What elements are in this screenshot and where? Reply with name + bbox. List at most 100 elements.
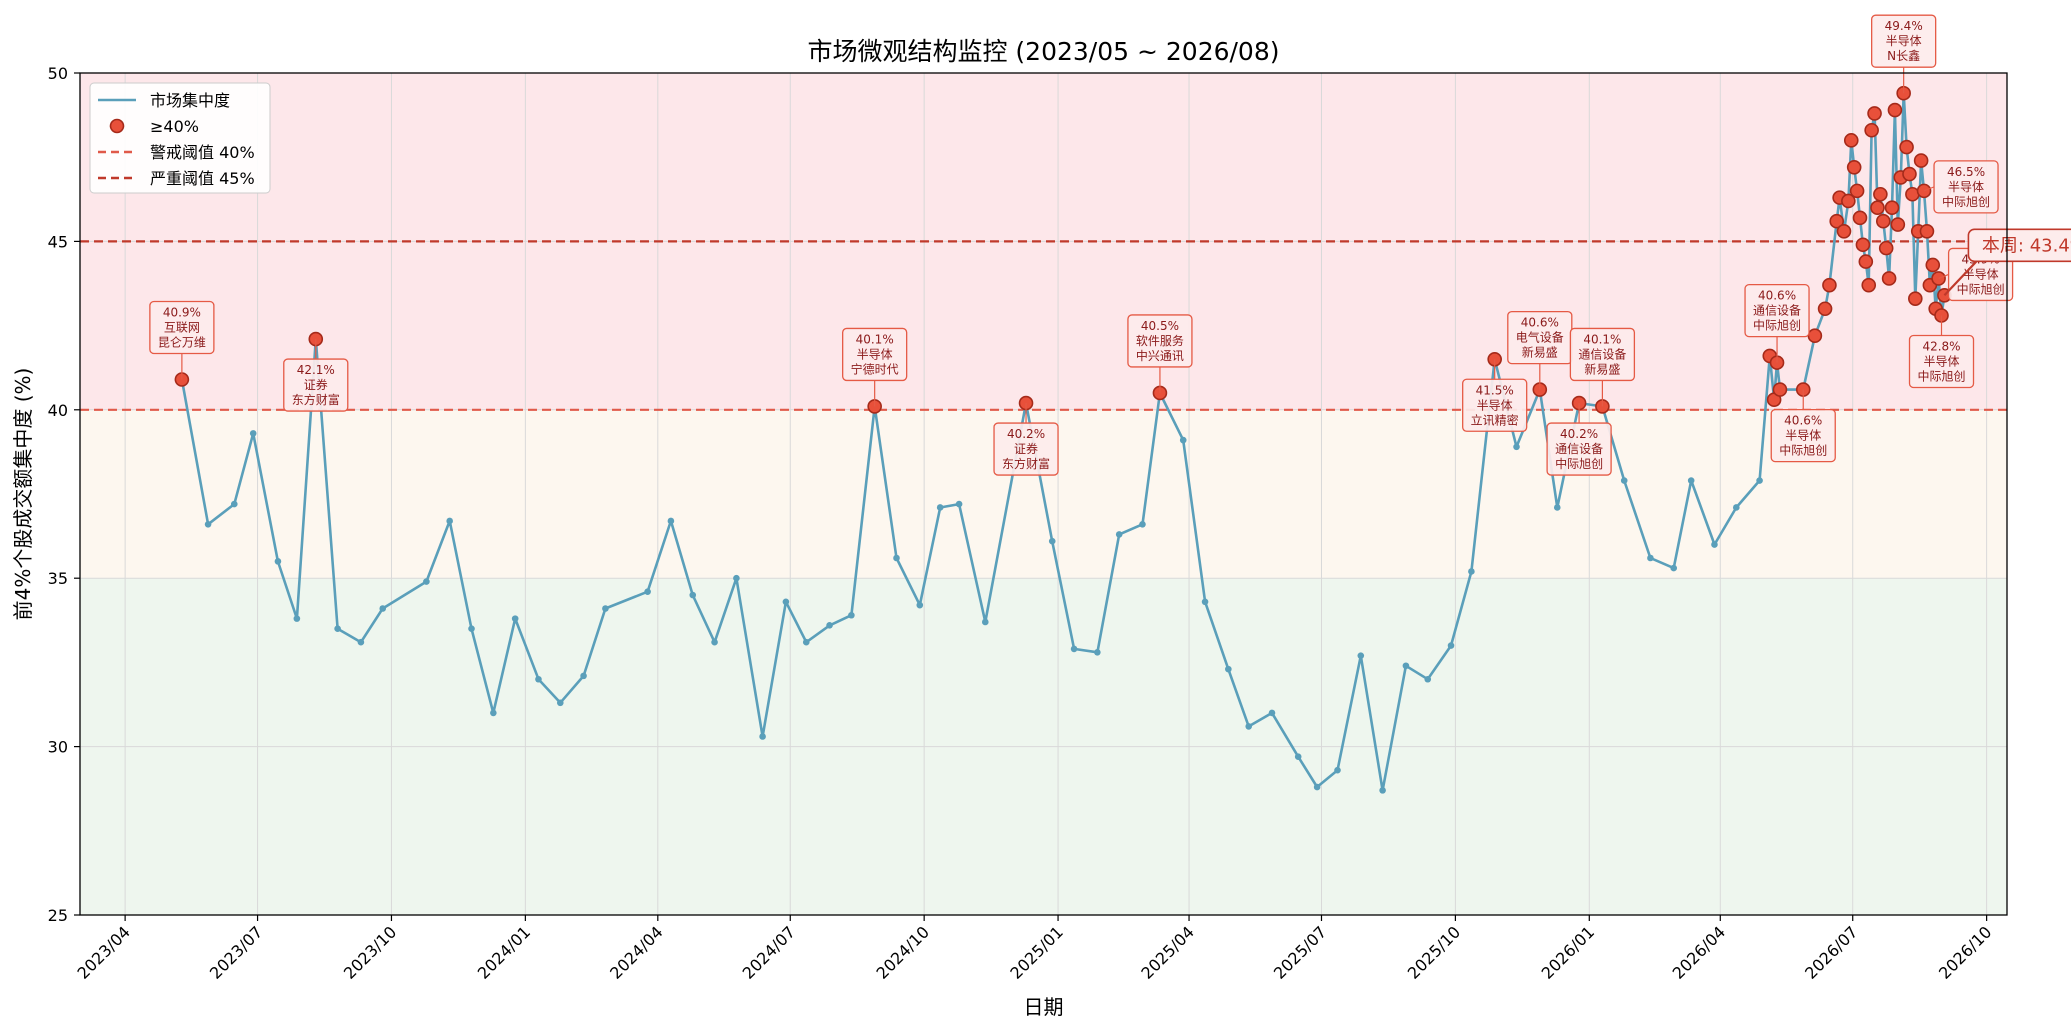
point-high-93 bbox=[1878, 240, 1894, 256]
legend-frame bbox=[89, 82, 271, 194]
annotation-text-10-0: 40.6% bbox=[1784, 414, 1822, 428]
annotation-text-14-2: 中际旭创 bbox=[1942, 194, 1990, 209]
point-52 bbox=[1402, 662, 1410, 670]
point-65 bbox=[1687, 477, 1695, 484]
current-box bbox=[1967, 228, 2071, 263]
point-high-81 bbox=[1843, 133, 1859, 148]
x-axis: 2023/04 2023/07 2023/10 2024/01 2024/04 2024/… bbox=[74, 915, 1995, 983]
annotation-box-13 bbox=[1908, 334, 1975, 389]
point-23 bbox=[733, 574, 740, 582]
x-tick-label-12: 2026/04 bbox=[1669, 922, 1729, 982]
point-40 bbox=[1139, 521, 1146, 528]
annotation-text-9-0: 40.6% bbox=[1758, 289, 1796, 303]
y-tick-label-1: 30 bbox=[48, 738, 68, 757]
point-high-96 bbox=[1887, 102, 1903, 118]
current-week-callout: 本周: 43.4% bbox=[1943, 228, 2071, 297]
plot-frame bbox=[79, 72, 2008, 916]
point-57 bbox=[1513, 443, 1520, 451]
point-28 bbox=[848, 611, 855, 619]
x-tick-label-14: 2026/10 bbox=[1935, 922, 1995, 982]
point-33 bbox=[955, 500, 963, 508]
point-15 bbox=[535, 675, 542, 683]
point-21 bbox=[689, 591, 697, 599]
legend: 市场集中度 ≥40% 警戒阈值 40% 严重阈值 45% bbox=[89, 82, 271, 194]
point-59 bbox=[1553, 504, 1561, 511]
annotation-text-9-1: 通信设备 bbox=[1753, 304, 1801, 318]
annotation-text-2-2: 宁德时代 bbox=[851, 361, 899, 376]
point-4 bbox=[274, 558, 282, 565]
annotation-text-3-2: 东方财富 bbox=[1002, 456, 1050, 471]
grid-lines bbox=[80, 72, 2007, 916]
annotation-box-4 bbox=[1127, 314, 1193, 368]
point-high-80 bbox=[1841, 193, 1856, 209]
point-27 bbox=[826, 622, 833, 629]
point-high-77 bbox=[1829, 213, 1845, 229]
point-43 bbox=[1201, 598, 1209, 606]
annotation-text-3-0: 40.2% bbox=[1007, 427, 1045, 441]
point-1 bbox=[204, 521, 212, 528]
point-26 bbox=[802, 638, 810, 646]
point-31 bbox=[916, 601, 924, 609]
point-34 bbox=[981, 618, 989, 626]
point-19 bbox=[644, 588, 651, 595]
current-label: 本周: 43.4% bbox=[1982, 235, 2071, 256]
x-tick-label-3: 2024/01 bbox=[474, 922, 534, 982]
x-tick-label-10: 2025/10 bbox=[1404, 922, 1464, 982]
x-tick-label-13: 2026/07 bbox=[1801, 922, 1861, 982]
point-high-97 bbox=[1890, 217, 1906, 232]
annotation-text-7-2: 中际旭创 bbox=[1555, 456, 1603, 471]
annotation-text-3-1: 证券 bbox=[1014, 441, 1038, 456]
chart-title: 市场微观结构监控 (2023/05 ~ 2026/08) bbox=[807, 37, 1279, 66]
point-37 bbox=[1070, 645, 1078, 653]
point-42 bbox=[1179, 436, 1187, 444]
annotation-text-5-0: 41.5% bbox=[1476, 383, 1514, 397]
annotation-box-5 bbox=[1462, 378, 1528, 432]
annotation-box-10 bbox=[1770, 408, 1836, 463]
point-2 bbox=[230, 500, 238, 508]
annotation-text-5-2: 立讯精密 bbox=[1471, 412, 1519, 427]
point-44 bbox=[1225, 665, 1232, 673]
annotation-text-12-1: 半导体 bbox=[1963, 267, 1999, 281]
y-axis-title: 前4%个股成交额集中度 (%) bbox=[11, 368, 35, 621]
point-high-75 bbox=[1817, 301, 1833, 317]
point-22 bbox=[711, 638, 718, 646]
current-arrow bbox=[1943, 256, 1982, 297]
point-24 bbox=[759, 733, 766, 740]
point-high-100 bbox=[1899, 139, 1914, 155]
point-30 bbox=[893, 554, 900, 562]
y-tick-label-5: 50 bbox=[48, 64, 68, 83]
annotation-text-10-1: 半导体 bbox=[1785, 429, 1821, 443]
annotation-connector-12 bbox=[1938, 273, 1949, 280]
annotation-text-9-2: 中际旭创 bbox=[1753, 318, 1801, 333]
annotation-box-3 bbox=[993, 422, 1059, 476]
point-high-90 bbox=[1870, 200, 1885, 216]
point-53 bbox=[1424, 675, 1432, 683]
point-67 bbox=[1732, 504, 1740, 511]
annotation-text-11-0: 49.4% bbox=[1885, 19, 1923, 33]
annotation-text-0-2: 昆仑万维 bbox=[158, 335, 206, 349]
annotation-text-8-1: 通信设备 bbox=[1578, 347, 1626, 361]
point-46 bbox=[1268, 709, 1276, 717]
point-3 bbox=[249, 430, 257, 437]
point-high-92 bbox=[1875, 213, 1891, 229]
point-high-76 bbox=[1822, 277, 1837, 293]
annotation-text-7-0: 40.2% bbox=[1560, 427, 1598, 441]
point-11 bbox=[446, 517, 453, 525]
point-25 bbox=[782, 598, 790, 606]
y-tick-label-3: 40 bbox=[48, 401, 68, 420]
annotation-box-1 bbox=[283, 358, 349, 412]
point-high-74 bbox=[1807, 328, 1823, 344]
point-20 bbox=[667, 517, 675, 525]
annotation-text-0-1: 互联网 bbox=[164, 320, 200, 334]
annotation-text-4-1: 软件服务 bbox=[1136, 333, 1184, 348]
point-high-72 bbox=[1772, 382, 1788, 397]
point-49 bbox=[1334, 766, 1341, 774]
point-38 bbox=[1094, 648, 1101, 656]
point-5 bbox=[293, 615, 301, 622]
legend-label-2: 警戒阈值 40% bbox=[150, 143, 255, 162]
annotation-text-4-2: 中兴通讯 bbox=[1136, 348, 1184, 363]
point-10 bbox=[423, 578, 430, 585]
annotation-text-8-0: 40.1% bbox=[1583, 332, 1621, 346]
point-64 bbox=[1670, 564, 1678, 572]
point-high-94 bbox=[1881, 271, 1897, 286]
